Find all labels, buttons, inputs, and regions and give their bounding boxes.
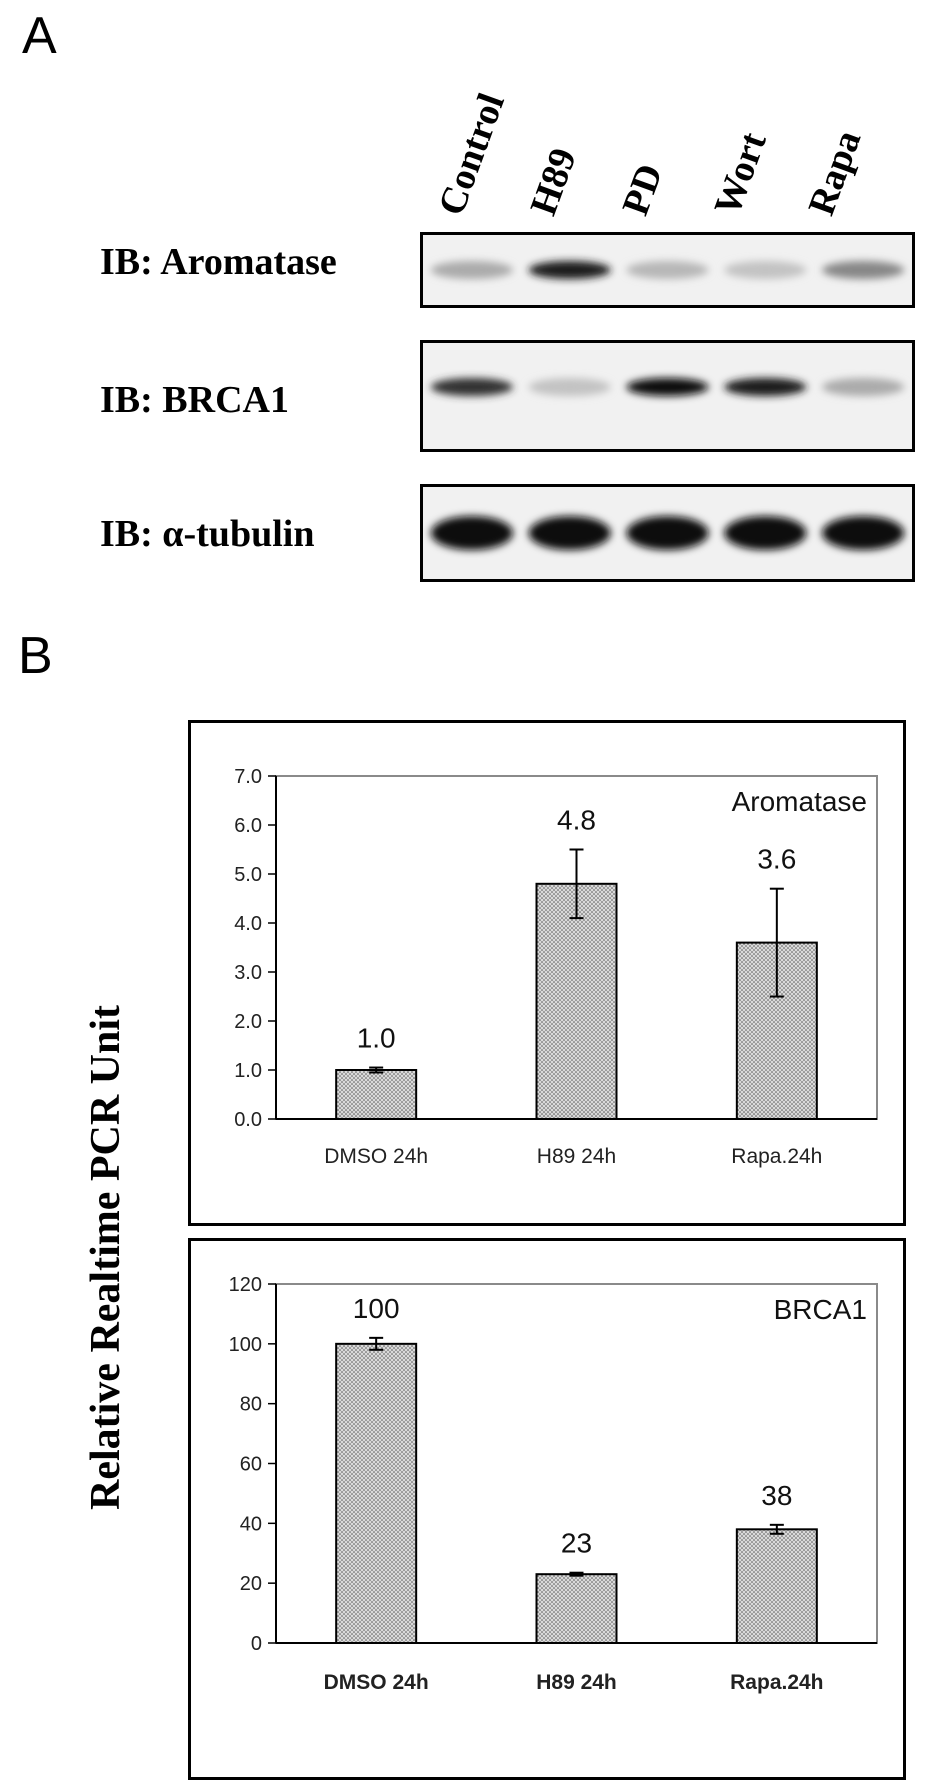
- chart-aromatase-plot: 0.0 1.0 2.0 3.0 4.0 5.0 6.0 7.0 1.0 DMSO 24h 4.8 H8…: [234, 766, 878, 1168]
- data-label: 3.6: [757, 844, 796, 875]
- blot-band: [528, 261, 611, 279]
- x-tick-label: Rapa.24h: [731, 1145, 822, 1168]
- data-label: 100: [353, 1293, 400, 1324]
- chart-aromatase: 0.0 1.0 2.0 3.0 4.0 5.0 6.0 7.0 1.0 DMSO 24h 4.8 H8…: [188, 720, 906, 1226]
- ib-label-aromatase: IB: Aromatase: [100, 241, 337, 283]
- blot-band: [724, 261, 807, 279]
- blot-band: [626, 516, 709, 550]
- y-tick-label: 2.0: [234, 1011, 262, 1033]
- chart-title: BRCA1: [774, 1294, 867, 1325]
- blot-band: [528, 516, 611, 550]
- bar: [535, 882, 618, 1120]
- chart-brca1: 0 20 40 60 80 100 120 100 DMSO 24h 23 H89 24h 38 Rap…: [188, 1238, 906, 1780]
- blot-band: [822, 261, 905, 279]
- blot-band: [822, 378, 905, 396]
- data-label: 1.0: [357, 1023, 396, 1054]
- chart-brca1-plot: 0 20 40 60 80 100 120 100 DMSO 24h 23 H89 24h 38 Rap…: [229, 1274, 878, 1694]
- y-tick-label: 40: [240, 1513, 262, 1535]
- lane-label-control: Control: [430, 87, 513, 221]
- y-tick-label: 80: [240, 1394, 262, 1416]
- x-tick-label: H89 24h: [537, 1145, 616, 1168]
- y-tick-label: 0: [251, 1633, 262, 1655]
- y-tick-label: 0.0: [234, 1109, 262, 1131]
- blot-brca1: [420, 340, 915, 452]
- blot-alpha-tubulin: [420, 484, 915, 582]
- data-label: 23: [561, 1528, 592, 1559]
- y-tick-label: 3.0: [234, 962, 262, 984]
- y-tick-label: 120: [229, 1274, 262, 1296]
- bar: [335, 1342, 418, 1644]
- blot-alpha-tubulin-bands: [430, 516, 905, 550]
- blot-band: [626, 378, 709, 396]
- y-axis-label: Relative Realtime PCR Unit: [83, 1004, 129, 1510]
- ib-label-brca1: IB: BRCA1: [100, 379, 289, 421]
- blot-aromatase: [420, 232, 915, 308]
- x-tick-label: H89 24h: [536, 1671, 617, 1694]
- blot-aromatase-bands: [430, 261, 905, 279]
- bar: [735, 1528, 818, 1645]
- y-tick-label: 100: [229, 1334, 262, 1356]
- x-tick-label: DMSO 24h: [324, 1671, 429, 1694]
- blot-band: [822, 516, 905, 550]
- x-tick-label: Rapa.24h: [730, 1671, 823, 1694]
- chart-title: Aromatase: [732, 786, 867, 817]
- data-label: 38: [761, 1480, 792, 1511]
- blot-band: [724, 516, 807, 550]
- y-tick-label: 4.0: [234, 913, 262, 935]
- lane-label-wort: Wort: [706, 126, 775, 221]
- blot-band: [724, 378, 807, 396]
- blot-band: [430, 261, 513, 279]
- y-tick-label: 6.0: [234, 815, 262, 837]
- panel-b-letter: B: [18, 627, 53, 685]
- bar: [335, 1069, 418, 1120]
- blot-band: [430, 516, 513, 550]
- blot-band: [430, 378, 513, 396]
- lane-label-h89: H89: [522, 142, 585, 221]
- y-tick-label: 5.0: [234, 864, 262, 886]
- y-tick-label: 60: [240, 1454, 262, 1476]
- blot-band: [626, 261, 709, 279]
- blot-brca1-bands: [430, 378, 905, 396]
- panel-a-letter: A: [22, 7, 57, 65]
- x-tick-label: DMSO 24h: [324, 1145, 428, 1168]
- blot-band: [528, 378, 611, 396]
- y-tick-label: 20: [240, 1573, 262, 1595]
- bar: [535, 1573, 618, 1645]
- ib-label-alpha-tubulin: IB: α-tubulin: [100, 513, 315, 555]
- lane-label-rapa: Rapa: [800, 124, 870, 221]
- data-label: 4.8: [557, 805, 596, 836]
- y-tick-label: 1.0: [234, 1060, 262, 1082]
- y-tick-label: 7.0: [234, 766, 262, 788]
- lane-label-pd: PD: [614, 158, 672, 221]
